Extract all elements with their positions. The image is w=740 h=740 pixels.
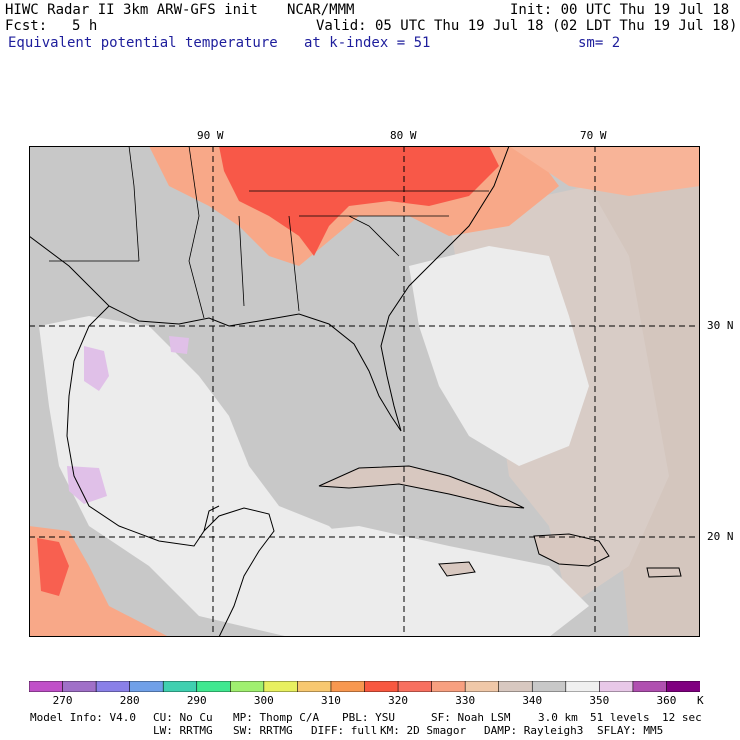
red-region-mexico	[37, 538, 69, 596]
footer-pbl: PBL: YSU	[342, 711, 395, 724]
colorbar-swatch	[565, 681, 601, 692]
colorbar-tick-label: 320	[388, 694, 408, 707]
colorbar-tick-label: 290	[186, 694, 207, 707]
footer-sflay: SFLAY: MM5	[597, 724, 664, 737]
map-panel	[29, 146, 700, 637]
hispaniola-outline	[533, 533, 610, 567]
footer-km: KM: 2D Smagor	[380, 724, 467, 737]
colorbar-swatch	[62, 681, 97, 692]
colorbar-swatch	[666, 681, 700, 692]
colorbar-swatch	[196, 681, 232, 692]
init-time: Init: 00 UTC Thu 19 Jul 18	[510, 2, 730, 18]
footer-levels: 51 levels	[590, 711, 650, 724]
colorbar-swatch	[162, 681, 198, 692]
footer-diff: DIFF: full	[311, 724, 378, 737]
valid-time: Valid: 05 UTC Thu 19 Jul 18 (02 LDT Thu …	[316, 18, 738, 34]
puerto-rico-outline	[646, 567, 682, 578]
footer-lw: LW: RRTMG	[153, 724, 213, 737]
colorbar-swatch	[330, 681, 366, 692]
footer-sw: SW: RRTMG	[233, 724, 293, 737]
light-band-caribbean	[259, 526, 589, 637]
title-left: HIWC Radar II 3km ARW-GFS init	[5, 2, 258, 18]
colorbar-swatch	[95, 681, 131, 692]
lon-label-70w: 70 W	[580, 129, 607, 142]
jamaica-outline	[438, 561, 476, 577]
footer-damp: DAMP: Rayleigh3	[484, 724, 584, 737]
colorbar-tick-label: 360	[656, 694, 677, 707]
colorbar-tick-label: 280	[119, 694, 140, 707]
footer-resolution: 3.0 km	[538, 711, 578, 724]
lon-label-90w: 90 W	[197, 129, 224, 142]
colorbar-swatch	[364, 681, 399, 692]
level-info: at k-index = 51	[304, 35, 431, 51]
fcst-value: 5 h	[72, 18, 98, 34]
title-center: NCAR/MMM	[287, 2, 355, 18]
colorbar-tick-label: 270	[52, 694, 73, 707]
colorbar-swatch	[464, 681, 500, 692]
footer-model-info: Model Info: V4.0	[30, 711, 136, 724]
field-name: Equivalent potential temperature	[8, 35, 278, 51]
fcst-label: Fcst:	[5, 18, 48, 34]
lat-label-30n: 30 N	[707, 319, 734, 332]
salmon-region-northeast	[509, 146, 700, 196]
red-region-carolinas	[219, 146, 499, 256]
light-band-atlantic	[409, 246, 589, 466]
lavender-patch-texas	[84, 346, 109, 391]
colorbar-swatch	[531, 681, 567, 692]
map-border	[29, 146, 700, 637]
colorbar-swatch	[263, 681, 299, 692]
footer-sf: SF: Noah LSM	[431, 711, 511, 724]
colorbar-swatch	[29, 681, 64, 692]
gulf-coastline	[29, 146, 510, 432]
cuba-outline	[318, 465, 525, 509]
salmon-region-mexico	[29, 526, 169, 637]
colorbar-unit: K	[697, 694, 704, 707]
colorbar-swatch	[599, 681, 634, 692]
lat-label-20n: 20 N	[707, 530, 734, 543]
colorbar-tick-label: 330	[455, 694, 476, 707]
footer-mp: MP: Thomp C/A	[233, 711, 320, 724]
colorbar-tick-label: 310	[321, 694, 341, 707]
lon-label-80w: 80 W	[390, 129, 417, 142]
lavender-patch-gulf	[67, 466, 107, 504]
lavender-patch-la	[169, 336, 189, 354]
state-borders	[49, 146, 489, 319]
colorbar	[29, 681, 700, 692]
colorbar-swatch	[297, 681, 332, 692]
yucatan-coast	[203, 507, 275, 637]
colorbar-tick-label: 350	[589, 694, 610, 707]
colorbar-swatch	[230, 681, 265, 692]
footer-timestep: 12 sec	[662, 711, 702, 724]
colorbar-swatch	[431, 681, 466, 692]
colorbar-swatch	[632, 681, 668, 692]
smoothing-info: sm= 2	[578, 35, 621, 51]
footer-cu: CU: No Cu	[153, 711, 213, 724]
colorbar-swatch	[498, 681, 534, 692]
colorbar-swatch	[397, 681, 433, 692]
colorbar-swatch	[129, 681, 165, 692]
colorbar-tick-label: 340	[522, 694, 543, 707]
colorbar-tick-label: 300	[253, 694, 274, 707]
